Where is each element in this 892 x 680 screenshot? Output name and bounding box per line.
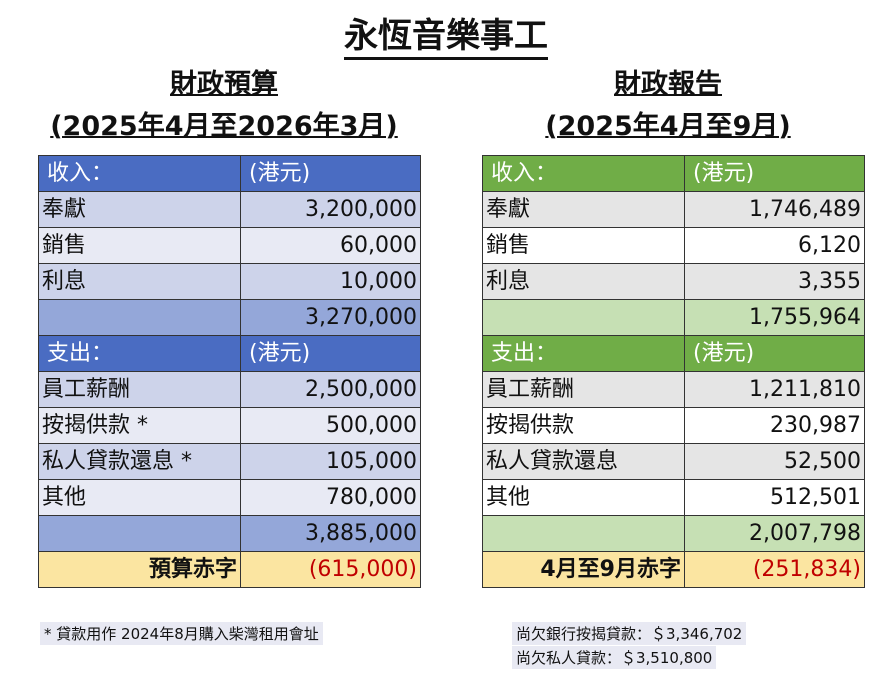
budget-heading: 財政預算 xyxy=(170,69,278,100)
expense-header-row: 支出： (港元) xyxy=(38,335,421,372)
income-row: 銷售 60,000 xyxy=(38,227,421,264)
expense-row: 員工薪酬 2,500,000 xyxy=(38,371,421,408)
income-row: 奉獻 1,746,489 xyxy=(482,191,865,228)
row-label: 員工薪酬 xyxy=(38,371,241,408)
expense-header-row: 支出： (港元) xyxy=(482,335,865,372)
row-label: 收入： xyxy=(482,155,685,192)
row-value: 60,000 xyxy=(240,227,421,264)
row-value: (615,000) xyxy=(240,551,421,588)
expense-row: 私人貸款還息 52,500 xyxy=(482,443,865,480)
row-label: 利息 xyxy=(482,263,685,300)
expense-row: 員工薪酬 1,211,810 xyxy=(482,371,865,408)
row-value: (港元) xyxy=(684,335,865,372)
row-value: 3,885,000 xyxy=(240,515,421,552)
row-label: 私人貸款還息 * xyxy=(38,443,241,480)
row-value: 10,000 xyxy=(240,263,421,300)
row-value: 3,200,000 xyxy=(240,191,421,228)
income-header-row: 收入： (港元) xyxy=(482,155,865,192)
row-label: 支出： xyxy=(38,335,241,372)
row-value: 780,000 xyxy=(240,479,421,516)
row-label: 其他 xyxy=(482,479,685,516)
row-value: (港元) xyxy=(240,335,421,372)
report-table: 收入： (港元) 奉獻 1,746,489 銷售 6,120 利息 3,355 1,755,96… xyxy=(482,155,865,588)
row-label: 員工薪酬 xyxy=(482,371,685,408)
income-row: 利息 3,355 xyxy=(482,263,865,300)
report-period: (2025年4月至9月) xyxy=(545,111,791,142)
budget-period: (2025年4月至2026年3月) xyxy=(50,111,398,142)
row-label xyxy=(482,299,685,336)
row-label: 私人貸款還息 xyxy=(482,443,685,480)
row-value: 2,500,000 xyxy=(240,371,421,408)
row-value: 230,987 xyxy=(684,407,865,444)
private-loan-outstanding-note: 尚欠私人貸款：＄3,510,800 xyxy=(512,646,717,669)
row-label xyxy=(38,299,241,336)
row-label: 奉獻 xyxy=(38,191,241,228)
report-heading: 財政報告 xyxy=(614,69,722,100)
deficit-row: 4月至9月赤字 (251,834) xyxy=(482,551,865,588)
income-header-row: 收入： (港元) xyxy=(38,155,421,192)
row-label: 按揭供款 * xyxy=(38,407,241,444)
budget-table: 收入： (港元) 奉獻 3,200,000 銷售 60,000 利息 10,000 3,270,… xyxy=(38,155,421,588)
expense-total-row: 2,007,798 xyxy=(482,515,865,552)
row-value: 1,746,489 xyxy=(684,191,865,228)
expense-row: 其他 780,000 xyxy=(38,479,421,516)
row-value: 2,007,798 xyxy=(684,515,865,552)
row-label: 銷售 xyxy=(38,227,241,264)
row-label: 4月至9月赤字 xyxy=(482,551,685,588)
row-value: (港元) xyxy=(240,155,421,192)
row-value: 3,270,000 xyxy=(240,299,421,336)
row-value: 1,755,964 xyxy=(684,299,865,336)
row-value: (港元) xyxy=(684,155,865,192)
income-total-row: 1,755,964 xyxy=(482,299,865,336)
income-row: 奉獻 3,200,000 xyxy=(38,191,421,228)
income-row: 利息 10,000 xyxy=(38,263,421,300)
income-row: 銷售 6,120 xyxy=(482,227,865,264)
row-value: 1,211,810 xyxy=(684,371,865,408)
row-value: (251,834) xyxy=(684,551,865,588)
row-value: 3,355 xyxy=(684,263,865,300)
row-label: 銷售 xyxy=(482,227,685,264)
budget-footnote: * 貸款用作 2024年8月購入柴灣租用會址 xyxy=(40,622,323,645)
row-value: 52,500 xyxy=(684,443,865,480)
row-label: 收入： xyxy=(38,155,241,192)
expense-row: 按揭供款 230,987 xyxy=(482,407,865,444)
row-label xyxy=(482,515,685,552)
income-total-row: 3,270,000 xyxy=(38,299,421,336)
row-label: 支出： xyxy=(482,335,685,372)
row-value: 105,000 xyxy=(240,443,421,480)
mortgage-outstanding-note: 尚欠銀行按揭貸款：＄3,346,702 xyxy=(512,622,747,645)
row-label: 奉獻 xyxy=(482,191,685,228)
row-value: 500,000 xyxy=(240,407,421,444)
row-label xyxy=(38,515,241,552)
row-label: 按揭供款 xyxy=(482,407,685,444)
deficit-row: 預算赤字 (615,000) xyxy=(38,551,421,588)
row-label: 利息 xyxy=(38,263,241,300)
expense-row: 其他 512,501 xyxy=(482,479,865,516)
row-value: 6,120 xyxy=(684,227,865,264)
row-value: 512,501 xyxy=(684,479,865,516)
expense-row: 私人貸款還息 * 105,000 xyxy=(38,443,421,480)
row-label: 其他 xyxy=(38,479,241,516)
expense-total-row: 3,885,000 xyxy=(38,515,421,552)
page-title: 永恆音樂事工 xyxy=(0,8,892,60)
row-label: 預算赤字 xyxy=(38,551,241,588)
expense-row: 按揭供款 * 500,000 xyxy=(38,407,421,444)
